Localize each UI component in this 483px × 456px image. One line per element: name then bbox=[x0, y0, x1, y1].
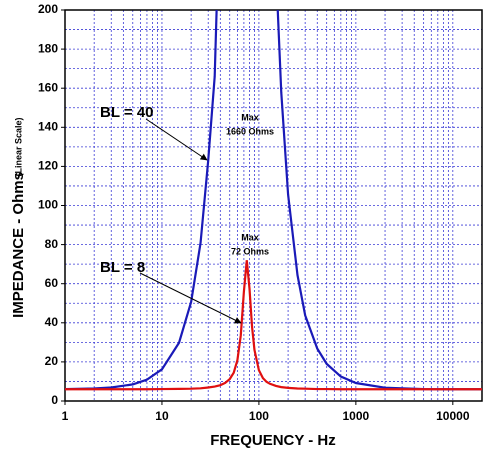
y-tick-label: 40 bbox=[45, 315, 59, 329]
y-tick-label: 200 bbox=[38, 2, 58, 16]
y-tick-label: 180 bbox=[38, 41, 58, 55]
y-tick-label: 120 bbox=[38, 159, 58, 173]
y-axis-title: IMPEDANCE - Ohms bbox=[10, 172, 27, 318]
y-tick-label: 60 bbox=[45, 276, 59, 290]
callout-arrow bbox=[139, 272, 242, 324]
x-tick-label: 1 bbox=[62, 409, 69, 423]
annotation: Max bbox=[241, 232, 259, 242]
y-axis-title-group: IMPEDANCE - Ohms (Linear Scale) bbox=[10, 117, 27, 317]
x-tick-label: 10000 bbox=[436, 409, 470, 423]
series-label: BL = 8 bbox=[100, 259, 145, 276]
x-tick-label: 1000 bbox=[343, 409, 370, 423]
y-tick-label: 100 bbox=[38, 198, 58, 212]
x-tick-label: 10 bbox=[155, 409, 169, 423]
y-axis-note: (Linear Scale) bbox=[13, 117, 23, 176]
annotation: 1660 Ohms bbox=[226, 126, 274, 136]
plot-frame bbox=[64, 9, 483, 402]
x-tick-label: 100 bbox=[249, 409, 269, 423]
series-line bbox=[65, 260, 482, 391]
annotation: 72 Ohms bbox=[231, 246, 269, 256]
y-tick-label: 140 bbox=[38, 119, 58, 133]
series-line bbox=[65, 10, 482, 391]
annotation: Max bbox=[241, 112, 259, 122]
series-label: BL = 40 bbox=[100, 104, 154, 121]
y-tick-label: 160 bbox=[38, 80, 58, 94]
y-tick-label: 20 bbox=[45, 354, 59, 368]
y-tick-label: 80 bbox=[45, 237, 59, 251]
x-axis-title: FREQUENCY - Hz bbox=[210, 432, 336, 449]
callout-arrow bbox=[145, 118, 208, 161]
y-tick-label: 0 bbox=[51, 393, 58, 407]
